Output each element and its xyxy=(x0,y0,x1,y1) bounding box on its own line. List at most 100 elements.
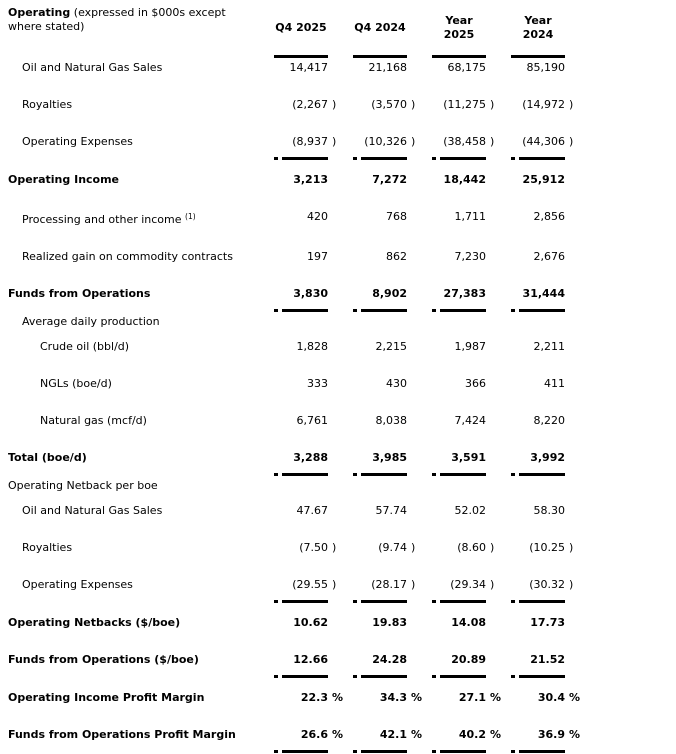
table-row: Realized gain on commodity contracts 197 8… xyxy=(0,250,577,263)
row-label: Processing and other income (1) xyxy=(22,212,196,226)
value-cell: (30.32) xyxy=(498,578,577,591)
hanging-suffix xyxy=(565,653,577,666)
total-rule xyxy=(0,750,577,753)
row-label: Funds from Operations xyxy=(8,287,151,300)
value-cell: (29.55) xyxy=(261,578,340,591)
value-cell: 21.52 xyxy=(498,653,577,666)
hanging-suffix xyxy=(328,616,340,629)
value-cell: 20.89 xyxy=(419,653,498,666)
value-cell: 366 xyxy=(419,377,498,390)
value-cell: 3,830 xyxy=(261,287,340,300)
hanging-suffix: ) xyxy=(569,578,574,591)
value-cell: (2,267) xyxy=(261,98,340,111)
hanging-suffix: ) xyxy=(490,541,495,554)
hanging-suffix xyxy=(565,414,577,427)
hanging-suffix: % xyxy=(411,691,423,704)
table-row: Total (boe/d) 3,288 3,985 3,591 3,992 xyxy=(0,451,577,464)
row-label: Funds from Operations ($/boe) xyxy=(8,653,199,666)
table-row: Operating Income Profit Margin 22.3% 34.3%… xyxy=(0,691,581,704)
value-cell: 34.3% xyxy=(379,691,423,704)
value-cell: (3,570) xyxy=(340,98,419,111)
rule-line xyxy=(511,309,565,312)
hanging-suffix xyxy=(328,210,340,223)
row-label: Natural gas (mcf/d) xyxy=(40,414,147,427)
value-cell: 430 xyxy=(340,377,419,390)
table-row: Funds from Operations ($/boe) 12.66 24.28 2… xyxy=(0,653,577,666)
hanging-suffix xyxy=(407,451,419,464)
value-cell: 3,985 xyxy=(340,451,419,464)
row-label: NGLs (boe/d) xyxy=(40,377,112,390)
hanging-suffix xyxy=(486,287,498,300)
value-cell: 768 xyxy=(340,210,419,223)
value-cell: 19.83 xyxy=(340,616,419,629)
rule-line xyxy=(274,600,328,603)
hanging-suffix xyxy=(328,451,340,464)
section-label-row: Operating Netback per boe xyxy=(0,479,577,492)
value-cell: 333 xyxy=(261,377,340,390)
hanging-suffix: % xyxy=(569,728,581,741)
hanging-suffix: % xyxy=(332,691,344,704)
hanging-suffix: % xyxy=(569,691,581,704)
value-cell: (10,326) xyxy=(340,135,419,148)
value-cell: 3,213 xyxy=(261,173,340,186)
value-cell: 8,038 xyxy=(340,414,419,427)
hanging-suffix xyxy=(328,287,340,300)
column-header-q4-2025: Q4 2025 xyxy=(275,21,327,34)
value-cell: 40.2% xyxy=(458,728,502,741)
value-cell: 27,383 xyxy=(419,287,498,300)
total-rule xyxy=(0,473,577,476)
rule-line xyxy=(511,600,565,603)
value-cell: 2,676 xyxy=(498,250,577,263)
hanging-suffix xyxy=(565,250,577,263)
hanging-suffix: % xyxy=(332,728,344,741)
rule-line xyxy=(353,473,407,476)
hanging-suffix xyxy=(407,173,419,186)
value-cell: (11,275) xyxy=(419,98,498,111)
value-cell: 7,272 xyxy=(340,173,419,186)
row-label: Operating Expenses xyxy=(22,578,133,591)
hanging-suffix xyxy=(565,504,577,517)
hanging-suffix xyxy=(328,653,340,666)
value-cell: 1,711 xyxy=(419,210,498,223)
rule-line xyxy=(432,473,486,476)
table-row: Royalties (2,267) (3,570) (11,275) (14,972) xyxy=(0,98,577,111)
hanging-suffix xyxy=(407,616,419,629)
hanging-suffix: ) xyxy=(490,578,495,591)
rule-line xyxy=(353,309,407,312)
value-cell: 21,168 xyxy=(340,61,419,74)
rule-line xyxy=(432,309,486,312)
hanging-suffix xyxy=(407,210,419,223)
hanging-suffix: ) xyxy=(332,578,337,591)
hanging-suffix xyxy=(565,340,577,353)
value-cell: 25,912 xyxy=(498,173,577,186)
rule-line xyxy=(353,675,407,678)
hanging-suffix xyxy=(486,616,498,629)
hanging-suffix xyxy=(407,414,419,427)
hanging-suffix xyxy=(486,340,498,353)
value-cell: 10.62 xyxy=(261,616,340,629)
value-cell: 411 xyxy=(498,377,577,390)
footnote-marker: (1) xyxy=(185,212,196,221)
value-cell: 57.74 xyxy=(340,504,419,517)
hanging-suffix xyxy=(486,451,498,464)
row-label: Average daily production xyxy=(22,315,160,328)
header-rule-line xyxy=(353,55,407,58)
total-rule xyxy=(0,600,577,603)
hanging-suffix xyxy=(407,653,419,666)
value-cell: 420 xyxy=(261,210,340,223)
table-row: Oil and Natural Gas Sales 14,417 21,168 68,… xyxy=(0,61,577,74)
header-rule-spacer xyxy=(0,55,261,58)
value-cell: 7,424 xyxy=(419,414,498,427)
hanging-suffix xyxy=(565,616,577,629)
hanging-suffix: ) xyxy=(332,98,337,111)
value-cell: (9.74) xyxy=(340,541,419,554)
rule-line xyxy=(274,750,328,753)
value-cell: 14,417 xyxy=(261,61,340,74)
row-label: Royalties xyxy=(22,98,73,111)
value-cell: (44,306) xyxy=(498,135,577,148)
table-row: Funds from Operations 3,830 8,902 27,383 31,… xyxy=(0,287,577,300)
hanging-suffix xyxy=(407,504,419,517)
value-cell: 24.28 xyxy=(340,653,419,666)
hanging-suffix xyxy=(328,377,340,390)
hanging-suffix xyxy=(486,61,498,74)
